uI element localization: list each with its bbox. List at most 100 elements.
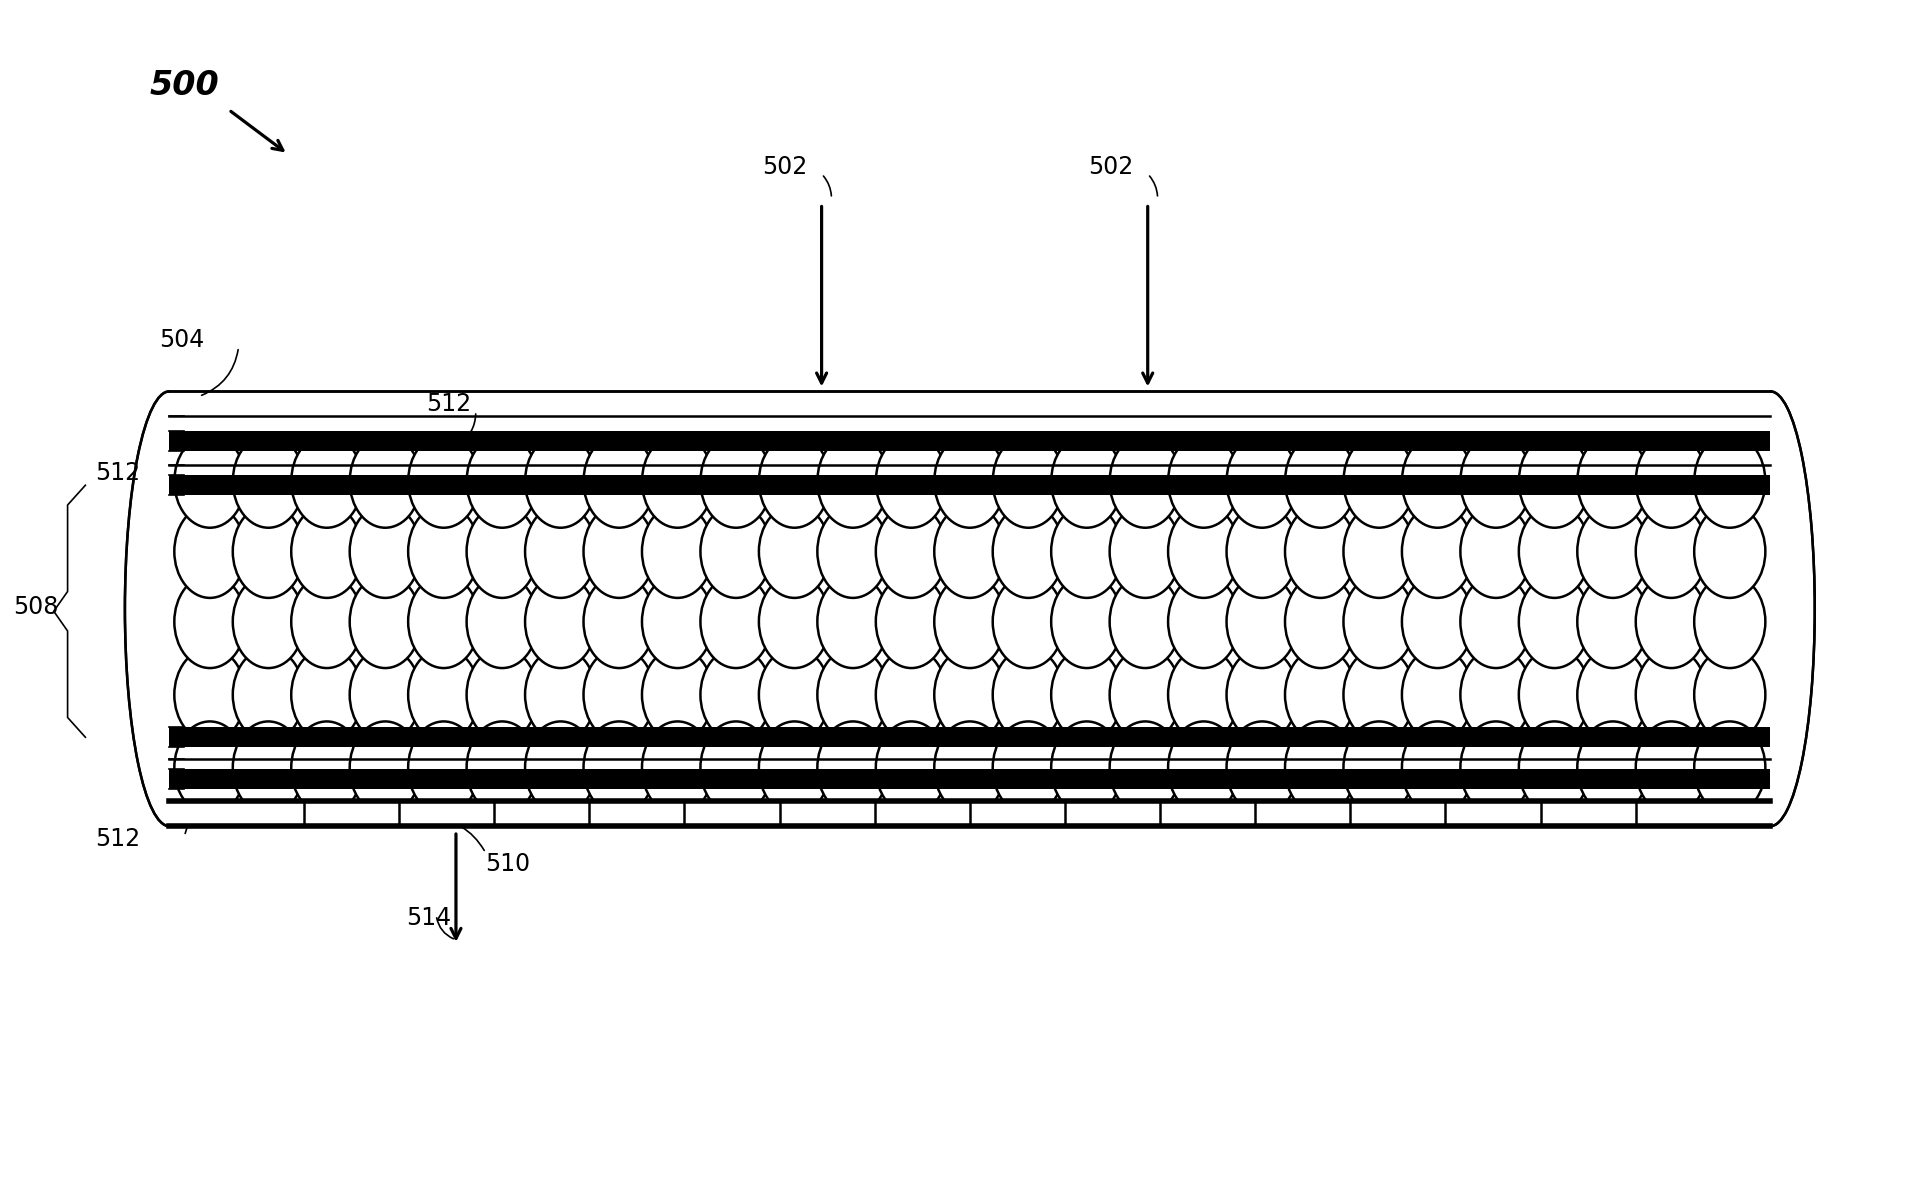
Ellipse shape xyxy=(876,648,946,742)
Ellipse shape xyxy=(1694,435,1765,528)
Ellipse shape xyxy=(700,648,772,742)
Ellipse shape xyxy=(700,435,772,528)
Ellipse shape xyxy=(350,505,421,598)
Ellipse shape xyxy=(1577,575,1648,668)
Ellipse shape xyxy=(1344,505,1415,598)
Ellipse shape xyxy=(1637,648,1707,742)
Ellipse shape xyxy=(233,648,304,742)
Ellipse shape xyxy=(1637,722,1707,815)
Ellipse shape xyxy=(174,435,245,528)
Ellipse shape xyxy=(407,435,480,528)
Ellipse shape xyxy=(1637,505,1707,598)
Ellipse shape xyxy=(467,648,537,742)
Ellipse shape xyxy=(1285,648,1356,742)
Ellipse shape xyxy=(467,505,537,598)
Bar xyxy=(170,727,1771,747)
Ellipse shape xyxy=(642,505,713,598)
Ellipse shape xyxy=(526,722,597,815)
Ellipse shape xyxy=(583,435,654,528)
Ellipse shape xyxy=(992,722,1063,815)
Ellipse shape xyxy=(1344,722,1415,815)
Ellipse shape xyxy=(526,648,597,742)
Ellipse shape xyxy=(1637,435,1707,528)
Text: 512: 512 xyxy=(96,461,140,486)
Ellipse shape xyxy=(816,435,889,528)
Ellipse shape xyxy=(350,722,421,815)
Ellipse shape xyxy=(876,722,946,815)
Ellipse shape xyxy=(1694,575,1765,668)
Ellipse shape xyxy=(174,575,245,668)
Ellipse shape xyxy=(583,505,654,598)
Ellipse shape xyxy=(1461,648,1532,742)
Text: 512: 512 xyxy=(426,393,472,416)
Ellipse shape xyxy=(407,505,480,598)
Ellipse shape xyxy=(1694,648,1765,742)
Ellipse shape xyxy=(759,648,830,742)
Ellipse shape xyxy=(1637,575,1707,668)
Ellipse shape xyxy=(992,435,1063,528)
Ellipse shape xyxy=(1577,722,1648,815)
Text: 502: 502 xyxy=(1088,154,1134,179)
Ellipse shape xyxy=(935,505,1006,598)
Ellipse shape xyxy=(467,435,537,528)
Ellipse shape xyxy=(1461,435,1532,528)
Bar xyxy=(170,430,1771,450)
Ellipse shape xyxy=(1401,435,1472,528)
Ellipse shape xyxy=(1168,435,1239,528)
Ellipse shape xyxy=(700,575,772,668)
Ellipse shape xyxy=(1109,435,1182,528)
Ellipse shape xyxy=(174,722,245,815)
Ellipse shape xyxy=(467,722,537,815)
Ellipse shape xyxy=(291,575,363,668)
Ellipse shape xyxy=(526,435,597,528)
Ellipse shape xyxy=(1401,575,1472,668)
Ellipse shape xyxy=(759,722,830,815)
Ellipse shape xyxy=(1109,505,1182,598)
Bar xyxy=(170,802,1771,826)
Ellipse shape xyxy=(174,505,245,598)
Ellipse shape xyxy=(1518,575,1591,668)
Ellipse shape xyxy=(1577,505,1648,598)
Ellipse shape xyxy=(992,505,1063,598)
Ellipse shape xyxy=(1577,648,1648,742)
Ellipse shape xyxy=(1168,505,1239,598)
Ellipse shape xyxy=(1109,575,1182,668)
Ellipse shape xyxy=(759,505,830,598)
Ellipse shape xyxy=(467,575,537,668)
Ellipse shape xyxy=(1694,505,1765,598)
Ellipse shape xyxy=(642,722,713,815)
Ellipse shape xyxy=(407,722,480,815)
Ellipse shape xyxy=(1109,648,1182,742)
Ellipse shape xyxy=(1344,435,1415,528)
Ellipse shape xyxy=(350,575,421,668)
Ellipse shape xyxy=(1052,722,1122,815)
Ellipse shape xyxy=(1226,505,1298,598)
Ellipse shape xyxy=(1226,648,1298,742)
Ellipse shape xyxy=(350,435,421,528)
Ellipse shape xyxy=(1285,435,1356,528)
Ellipse shape xyxy=(291,648,363,742)
Ellipse shape xyxy=(1168,648,1239,742)
Ellipse shape xyxy=(174,648,245,742)
Ellipse shape xyxy=(816,722,889,815)
Ellipse shape xyxy=(992,575,1063,668)
Ellipse shape xyxy=(1226,575,1298,668)
Ellipse shape xyxy=(583,648,654,742)
Ellipse shape xyxy=(1109,722,1182,815)
Ellipse shape xyxy=(876,505,946,598)
Ellipse shape xyxy=(526,575,597,668)
Ellipse shape xyxy=(992,648,1063,742)
Text: 504: 504 xyxy=(159,328,205,351)
Text: 508: 508 xyxy=(13,594,59,619)
Text: 506: 506 xyxy=(1543,432,1589,455)
Text: 512: 512 xyxy=(96,826,140,851)
Bar xyxy=(170,391,1771,416)
Ellipse shape xyxy=(876,435,946,528)
Ellipse shape xyxy=(1168,722,1239,815)
Ellipse shape xyxy=(233,575,304,668)
Bar xyxy=(170,391,1771,826)
Ellipse shape xyxy=(1344,648,1415,742)
Ellipse shape xyxy=(1518,435,1591,528)
Ellipse shape xyxy=(816,575,889,668)
Ellipse shape xyxy=(1052,648,1122,742)
